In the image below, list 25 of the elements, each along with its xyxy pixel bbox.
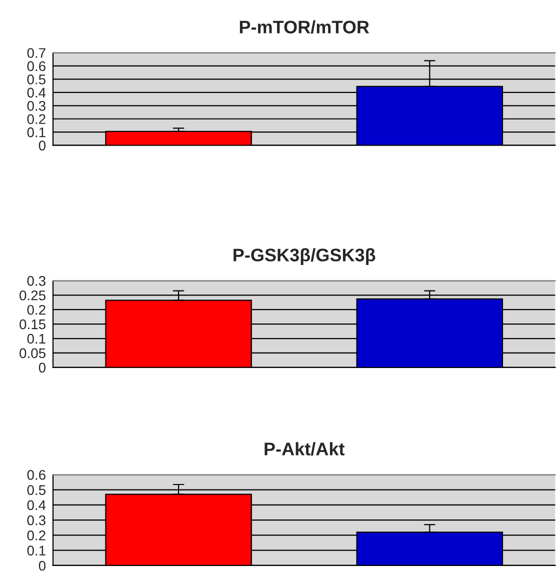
chart-title: P-Akt/Akt: [264, 442, 345, 456]
y-tick-label: 0.1: [27, 127, 46, 138]
y-tick-label: 0.3: [27, 515, 46, 526]
y-tick-label: 0.7: [27, 48, 46, 58]
y-tick-label: 0.2: [27, 114, 46, 124]
y-tick-label: 0.4: [27, 500, 46, 510]
y-tick-label: 0.05: [20, 348, 46, 358]
y-tick-label: 0: [38, 140, 46, 150]
y-tick-label: 0.5: [27, 485, 46, 495]
y-tick-label: 0.2: [27, 530, 46, 540]
y-tick-label: 0: [38, 362, 46, 373]
y-tick-label: 0.3: [27, 100, 46, 111]
y-tick-label: 0.15: [20, 319, 46, 330]
y-tick-label: 0.6: [27, 61, 46, 72]
y-tick-label: 0.6: [27, 470, 46, 480]
y-tick-label: 0.1: [27, 334, 46, 344]
y-tick-label: 0.5: [27, 74, 46, 84]
y-tick-label: 0: [38, 560, 46, 571]
y-tick-label: 0.4: [27, 88, 46, 98]
y-tick-label: 0.25: [20, 290, 46, 300]
y-tick-label: 0.1: [27, 546, 46, 556]
chart-title: P-GSK3β/GSK3β: [234, 248, 376, 265]
y-tick-label: 0.2: [27, 304, 46, 315]
y-tick-label: 0.3: [27, 276, 46, 286]
chart-title: P-mTOR/mTOR: [240, 20, 370, 34]
